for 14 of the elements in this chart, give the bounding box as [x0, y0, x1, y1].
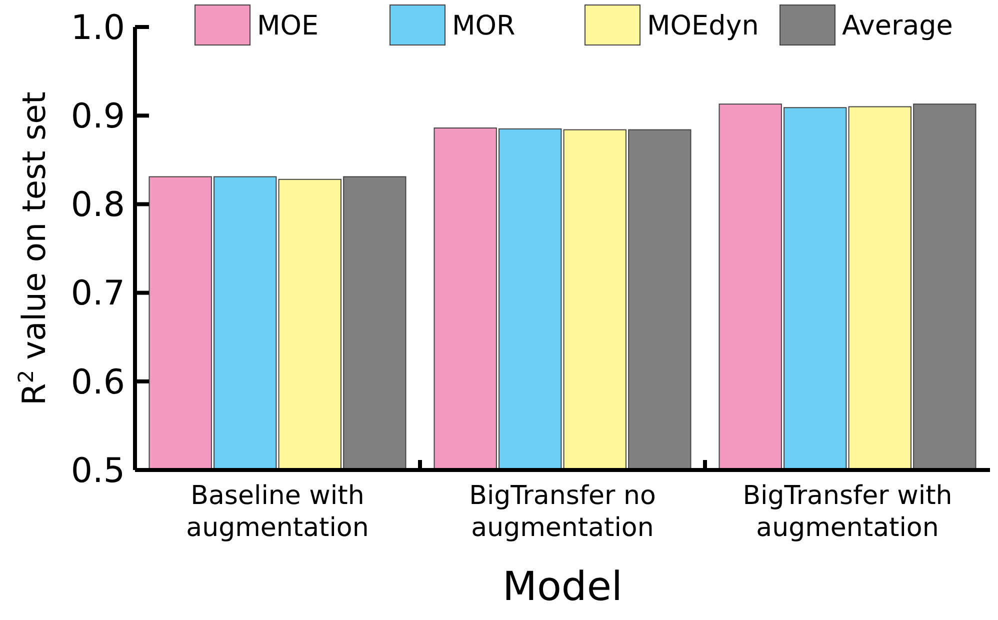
- legend-label: MOE: [257, 10, 319, 42]
- y-tick-label: 0.8: [70, 185, 125, 226]
- y-tick-label: 0.5: [70, 450, 125, 491]
- y-tick-label: 0.6: [70, 362, 125, 402]
- legend-label: Average: [842, 10, 953, 42]
- y-tick-label: 0.9: [70, 96, 125, 136]
- legend-label: MOEdyn: [647, 10, 759, 42]
- legend-label: MOR: [452, 10, 516, 42]
- x-tick-label: BigTransfer no augmentation: [469, 481, 656, 543]
- x-axis-title: Model: [502, 564, 623, 610]
- y-tick-label: 1.0: [70, 8, 125, 48]
- x-tick-label: Baseline with augmentation: [186, 481, 369, 543]
- x-tick-label: BigTransfer with augmentation: [742, 481, 952, 543]
- y-tick-label: 0.7: [70, 274, 125, 314]
